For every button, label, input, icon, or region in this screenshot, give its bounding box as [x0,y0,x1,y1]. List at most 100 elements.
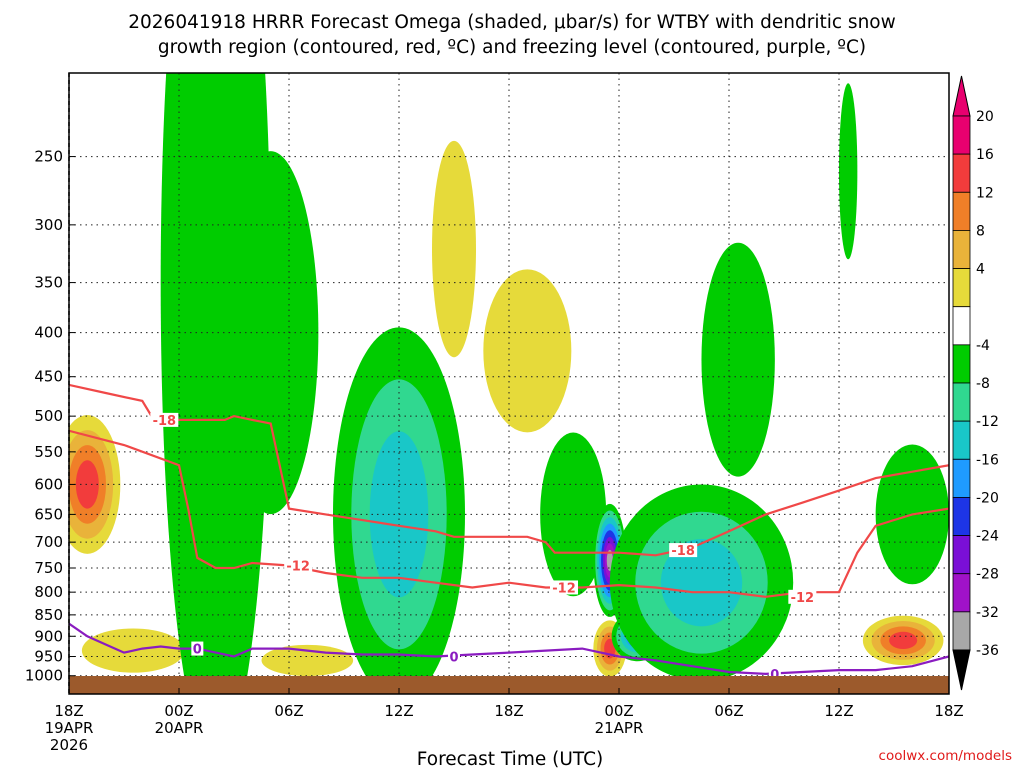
omega-shade [540,432,607,597]
x-tick-label: 12Z [824,702,853,720]
colorbar-label: -24 [976,529,999,545]
omega-feature-15 [862,615,944,666]
y-tick-label: 750 [34,559,63,577]
omega-feature-7 [432,140,476,358]
omega-shade [889,631,918,650]
omega-shade [432,140,476,358]
colorbar-label: 12 [976,185,994,201]
contour-label: -12 [286,559,310,574]
omega-shade [701,242,775,477]
omega-feature-13 [609,484,794,681]
y-tick-label: 850 [34,606,63,624]
colorbar-label: -36 [976,643,999,659]
contour-label: 0 [193,643,202,658]
colorbar-swatch [952,573,971,613]
x-tick-label: 18Z [934,702,963,720]
contour-label: -18 [671,544,695,559]
colorbar-swatch [952,344,971,384]
omega-shade [483,269,572,433]
contour-label: 0 [770,668,779,683]
y-tick-label: 400 [34,324,63,342]
y-tick-label: 350 [34,274,63,292]
colorbar-swatch [952,420,971,460]
contour-label-bg [448,649,460,664]
contour-label: -12 [791,591,815,606]
y-tick-label: 300 [34,216,63,234]
colorbar-label: 8 [976,223,985,239]
x-tick-label: 00Z [604,702,633,720]
y-tick-label: 1000 [25,667,63,685]
omega-shade [660,538,743,627]
y-tick-label: 800 [34,583,63,601]
contour-label: 0 [449,651,458,666]
omega-feature-8 [483,269,572,433]
x-tick-label: 20APR [155,719,204,737]
colorbar-swatch [952,382,971,422]
omega-shade [75,460,99,509]
contour-label-bg [788,589,817,604]
omega-feature-0 [69,415,121,554]
omega-feature-9 [540,432,607,597]
x-axis-label: Forecast Time (UTC) [417,749,603,768]
contour-label: -18 [153,414,177,429]
x-tick-label: 2026 [50,736,88,754]
colorbar: 20 16 12 8 4 -4 -8 -12 -16 -20 -24 -28 -32 -36 [952,75,999,691]
omega-shade [222,151,319,515]
colorbar-label: 16 [976,147,994,163]
x-tick-label: 12Z [384,702,413,720]
credit-text: coolwx.com/models [879,748,1012,764]
colorbar-swatch [952,535,971,575]
omega-feature-5 [222,151,319,515]
colorbar-label: 4 [976,262,985,278]
x-tick-label: 18Z [494,702,523,720]
omega-shading [69,73,949,694]
x-tick-label: 00Z [164,702,193,720]
contour-label: -12 [552,581,576,596]
colorbar-top-arrow [952,75,971,117]
colorbar-swatch [952,306,971,346]
colorbar-swatch [952,191,971,231]
colorbar-swatch [952,268,971,308]
colorbar-swatch [952,497,971,536]
colorbar-label: -20 [976,490,999,506]
omega-feature-14 [701,242,775,477]
x-tick-label: 06Z [714,702,743,720]
contour-label-bg [284,558,313,573]
y-tick-label: 900 [34,627,63,645]
x-tick-label: 19APR [45,719,94,737]
colorbar-bottom-arrow [952,649,971,691]
y-tick-label: 550 [34,443,63,461]
contour-line [69,383,949,557]
y-tick-label: 600 [34,475,63,493]
chart-title-line2: growth region (contoured, red, ºC) and f… [158,37,866,58]
x-tick-label: 21APR [595,719,644,737]
colorbar-label: -28 [976,567,999,583]
contours: -18 -18 -12 -12 -12 0 0 0 [69,383,949,683]
plot-area: -18 -18 -12 -12 -12 0 0 0 [69,73,949,694]
x-tick-label: 18Z [54,702,83,720]
contour-label-bg [550,580,578,595]
colorbar-swatch [952,458,971,498]
colorbar-swatch [952,153,971,193]
contour-label-bg [669,543,698,558]
y-tick-label: 250 [34,148,63,166]
colorbar-label: -12 [976,414,999,430]
contour-label-bg [150,412,179,427]
y-axis-ticks: 250 300 350 400 450 500 550 600 650 700 750 800 850 9… [25,148,75,685]
contour-label-bg [191,641,204,656]
omega-feature-17 [838,83,858,260]
colorbar-label: -32 [976,605,999,621]
y-tick-label: 500 [34,407,63,425]
y-tick-label: 950 [34,648,63,666]
chart-title-line1: 2026041918 HRRR Forecast Omega (shaded, … [128,12,896,33]
colorbar-label: 20 [976,109,994,125]
colorbar-swatch [952,230,971,269]
colorbar-label: -16 [976,452,999,468]
colorbar-label: -8 [976,376,990,392]
colorbar-swatch [952,115,971,155]
x-tick-label: 06Z [274,702,303,720]
omega-shade [838,83,858,260]
contour-line [69,429,949,598]
